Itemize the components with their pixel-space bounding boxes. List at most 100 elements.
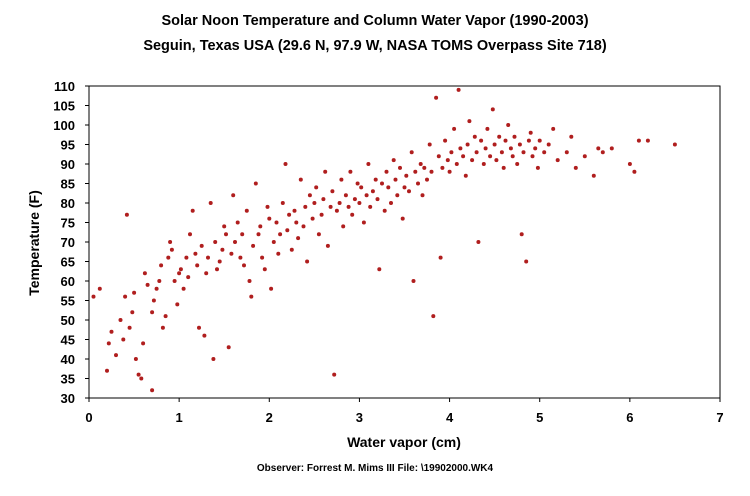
data-point [118, 318, 123, 322]
data-point [398, 165, 402, 170]
data-point [168, 240, 173, 244]
data-point [157, 279, 162, 283]
data-point [190, 208, 195, 213]
data-point [224, 232, 228, 237]
data-point [400, 216, 405, 221]
data-point [537, 138, 542, 143]
data-point [470, 158, 475, 163]
data-point [204, 271, 209, 276]
x-axis-label: Water vapor (cm) [347, 434, 461, 450]
y-tick-label: 110 [54, 79, 75, 94]
data-point [485, 126, 490, 131]
data-point [253, 181, 258, 186]
data-point [142, 271, 147, 276]
data-point [380, 181, 384, 186]
data-point [425, 177, 429, 182]
data-point [512, 134, 517, 139]
data-point [481, 162, 486, 166]
data-point [573, 165, 578, 170]
data-point [202, 333, 207, 338]
data-point [418, 162, 423, 166]
data-point [501, 165, 506, 170]
data-point [106, 341, 111, 346]
data-point [395, 193, 400, 198]
data-point [294, 220, 299, 225]
data-point [447, 169, 452, 174]
data-point [454, 162, 459, 166]
data-point [323, 169, 328, 174]
data-point [497, 134, 502, 139]
data-point [303, 204, 308, 209]
data-point [330, 189, 335, 194]
data-point [256, 232, 261, 237]
data-point [334, 208, 339, 213]
data-point [114, 353, 118, 358]
data-point [301, 224, 306, 229]
data-point [438, 255, 443, 260]
data-point [316, 232, 321, 237]
data-point [524, 259, 529, 264]
y-tick-label: 65 [61, 255, 75, 270]
data-point [145, 282, 150, 287]
data-point [240, 232, 245, 237]
data-point [123, 294, 128, 299]
data-point [627, 162, 632, 166]
data-point [127, 325, 132, 330]
data-point [283, 162, 288, 166]
data-point [452, 126, 457, 131]
data-point [258, 224, 263, 229]
data-point [211, 357, 216, 361]
chart-subtitle: Seguin, Texas USA (29.6 N, 97.9 W, NASA … [143, 38, 607, 54]
data-point [319, 212, 324, 217]
y-axis-label: Temperature (F) [26, 190, 42, 296]
data-point [542, 150, 547, 155]
data-point [339, 177, 344, 182]
data-point [233, 240, 237, 244]
data-point [280, 201, 285, 205]
data-point [479, 138, 484, 143]
data-point [526, 138, 531, 143]
y-tick-label: 55 [61, 294, 75, 309]
data-point [546, 142, 551, 147]
data-point [238, 255, 243, 260]
data-point [136, 372, 141, 377]
data-point [391, 158, 396, 163]
data-point [206, 255, 210, 260]
data-point [420, 193, 425, 198]
data-point [384, 169, 389, 174]
x-tick-label: 2 [266, 410, 273, 425]
data-point [276, 251, 281, 256]
data-point [359, 185, 364, 190]
chart-title: Solar Noon Temperature and Column Water … [161, 13, 589, 29]
x-tick-label: 6 [626, 410, 633, 425]
data-point [402, 185, 407, 190]
y-tick-label: 75 [61, 216, 75, 231]
data-point [510, 154, 515, 159]
data-point [407, 189, 411, 194]
data-point [244, 208, 249, 213]
y-tick-label: 95 [61, 138, 75, 153]
data-point [188, 232, 192, 237]
data-point [163, 314, 168, 319]
y-tick-label: 105 [53, 99, 75, 114]
data-point [431, 314, 436, 319]
data-point [364, 193, 369, 198]
data-point [436, 154, 441, 159]
data-point [474, 150, 479, 155]
data-point [492, 142, 497, 147]
data-point [411, 279, 416, 283]
data-point [591, 173, 596, 178]
data-point [222, 224, 227, 229]
data-point [139, 376, 144, 381]
data-point [287, 212, 292, 217]
data-point [307, 193, 312, 198]
data-point [231, 193, 236, 198]
data-point [251, 243, 256, 248]
data-point [564, 150, 569, 155]
data-point [456, 87, 461, 92]
data-point [382, 208, 387, 213]
data-point [305, 259, 310, 264]
data-point [133, 357, 138, 361]
data-point [368, 204, 373, 209]
